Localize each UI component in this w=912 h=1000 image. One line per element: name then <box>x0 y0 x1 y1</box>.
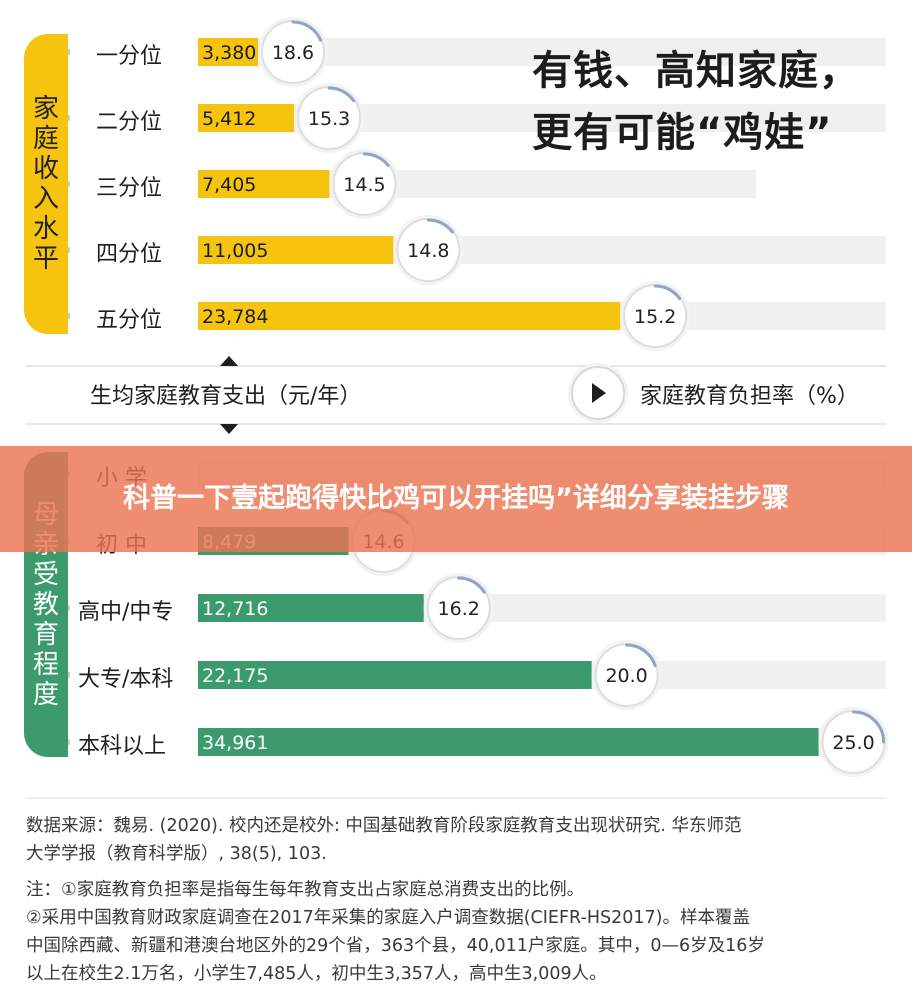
education-row-label: 本科以上 <box>78 734 167 759</box>
income-bar <box>198 236 394 264</box>
education-bar-value: 22,175 <box>202 665 268 687</box>
education-bar-value: 12,716 <box>202 598 268 620</box>
education-group-char: 程 <box>32 649 59 680</box>
income-bar-value: 3,380 <box>202 42 256 64</box>
education-group-char: 度 <box>32 679 59 710</box>
education-rate-value: 20.0 <box>605 665 647 687</box>
income-bar-value: 23,784 <box>202 306 268 328</box>
income-group-char: 水 <box>32 214 59 244</box>
income-group-char: 收 <box>32 154 59 184</box>
income-bar-value: 5,412 <box>202 108 256 130</box>
education-rate-value: 25.0 <box>832 732 874 754</box>
source-note: 数据来源：魏易. (2020). 校内还是校外: 中国基础教育阶段家庭教育支出现… <box>26 812 896 868</box>
note-line: ②采用中国教育财政家庭调查在2017年采集的家庭入户调查数据(CIEFR-HS2… <box>26 908 750 928</box>
education-rate-arc <box>457 576 486 594</box>
income-group-char: 入 <box>32 184 59 214</box>
income-group-char: 平 <box>32 244 59 274</box>
education-row-label: 高中/中专 <box>78 600 174 625</box>
note-line: 注：①家庭教育负担率是指每生每年教育支出占家庭总消费支出的比例。 <box>26 880 585 900</box>
income-rate-value: 18.6 <box>272 42 314 64</box>
education-rate-value: 16.2 <box>438 598 480 620</box>
income-bar <box>198 104 295 132</box>
income-rate-arc <box>426 218 454 234</box>
income-bar-value: 11,005 <box>202 240 268 262</box>
education-bar <box>198 661 592 689</box>
income-rate-arc <box>653 284 682 301</box>
income-row-label: 二分位 <box>96 110 163 135</box>
education-bar <box>198 728 819 756</box>
income-bar-value: 7,405 <box>202 174 256 196</box>
education-rate-arc <box>625 643 657 668</box>
income-bar <box>198 302 621 330</box>
arrow-down-icon <box>220 424 238 434</box>
footnotes: 注：①家庭教育负担率是指每生每年教育支出占家庭总消费支出的比例。 ②采用中国教育… <box>26 876 896 988</box>
overlay-banner[interactable]: 科普一下壹起跑得快比鸡可以开挂吗”详细分享装挂步骤 <box>0 446 912 552</box>
banner-text[interactable]: 科普一下壹起跑得快比鸡可以开挂吗”详细分享装挂步骤 <box>123 483 789 514</box>
source-line: 数据来源：魏易. (2020). 校内还是校外: 中国基础教育阶段家庭教育支出现… <box>26 816 742 836</box>
play-icon <box>592 383 606 403</box>
education-group-char: 受 <box>32 559 59 590</box>
income-group-char: 庭 <box>32 124 59 154</box>
education-rate-arc <box>852 710 886 744</box>
education-row-label: 大专/本科 <box>78 667 174 692</box>
note-line: 以上在校生2.1万名，小学生7,485人，初中生3,357人，高中生3,009人… <box>26 964 607 984</box>
income-rate-value: 14.5 <box>343 174 385 196</box>
arrow-up-icon <box>220 356 238 366</box>
education-bar-value: 34,961 <box>202 732 268 754</box>
chart-headline: 有钱、高知家庭， 更有可能“鸡娃” <box>532 40 902 164</box>
chart-area: 3,380 18.6 5,412 15.3 7,405 14.5 11,005 14.8 23,… <box>26 17 889 799</box>
income-group-char: 家 <box>32 94 59 124</box>
legend-burden-rate: 家庭教育负担率（%） <box>640 384 859 409</box>
education-group-char: 育 <box>32 619 59 650</box>
income-bar <box>198 38 258 66</box>
income-row-label: 三分位 <box>96 176 163 201</box>
note-line: 中国除西藏、新疆和港澳台地区外的29个省，363个县，40,011户家庭。其中，… <box>26 936 765 956</box>
income-row-label: 五分位 <box>96 308 163 333</box>
income-rate-arc <box>327 86 356 103</box>
legend-expenditure: 生均家庭教育支出（元/年） <box>90 384 362 409</box>
headline-line-2: 更有可能“鸡娃” <box>532 110 833 156</box>
education-bar <box>198 594 424 622</box>
education-group-char: 教 <box>32 589 59 620</box>
income-bar <box>198 170 330 198</box>
income-row-label: 四分位 <box>96 242 163 267</box>
source-line: 大学学报（教育科学版）, 38(5), 103. <box>26 844 327 864</box>
income-rate-arc <box>291 20 323 42</box>
income-rate-value: 14.8 <box>407 240 449 262</box>
income-rate-value: 15.2 <box>634 306 676 328</box>
income-group-label: 家 庭 收 入 水 平 <box>24 34 68 334</box>
income-rate-arc <box>362 152 390 168</box>
income-row-label: 一分位 <box>96 44 163 69</box>
income-rate-value: 15.3 <box>308 108 350 130</box>
headline-line-1: 有钱、高知家庭， <box>532 48 860 94</box>
